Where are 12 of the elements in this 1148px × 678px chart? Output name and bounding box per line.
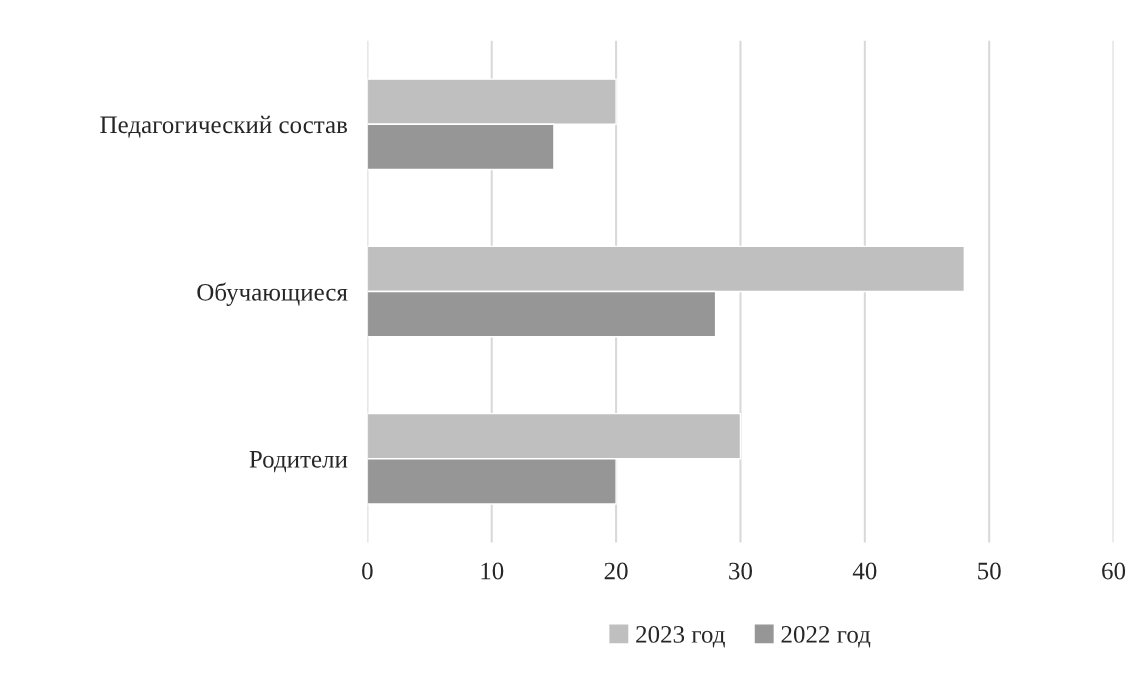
x-tick-label: 50 [978, 562, 1001, 580]
x-tick-label: 60 [1102, 562, 1126, 580]
x-tick-label: 20 [604, 562, 628, 580]
legend-label: 2023 год [636, 625, 725, 648]
x-tick-label: 10 [481, 562, 504, 580]
y-tick-label: Педагогический состав [100, 115, 348, 138]
x-tick-label: 0 [362, 562, 373, 580]
x-tick-label: 40 [852, 562, 877, 580]
y-tick-label: Обучающиеся [197, 282, 348, 306]
legend-label: 2022 год [781, 625, 871, 648]
x-tick-label: 30 [729, 562, 753, 580]
y-tick-label: Родители [249, 451, 348, 473]
